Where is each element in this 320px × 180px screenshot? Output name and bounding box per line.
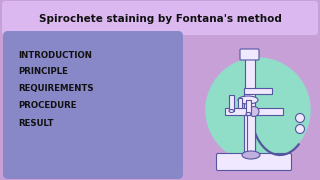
Bar xyxy=(244,90,255,156)
Ellipse shape xyxy=(242,151,260,159)
FancyBboxPatch shape xyxy=(2,1,318,35)
Circle shape xyxy=(295,125,305,134)
Text: PROCEDURE: PROCEDURE xyxy=(18,102,76,111)
Bar xyxy=(238,98,242,108)
Text: RESULT: RESULT xyxy=(18,118,53,127)
Text: REQUIREMENTS: REQUIREMENTS xyxy=(18,84,94,93)
Bar xyxy=(245,57,255,91)
Ellipse shape xyxy=(238,96,258,104)
Bar xyxy=(244,88,272,94)
FancyBboxPatch shape xyxy=(240,49,259,60)
Text: PRINCIPLE: PRINCIPLE xyxy=(18,68,68,76)
FancyBboxPatch shape xyxy=(3,31,183,179)
FancyBboxPatch shape xyxy=(217,154,292,170)
Bar xyxy=(246,100,251,114)
Bar xyxy=(247,115,255,155)
Circle shape xyxy=(206,58,310,162)
Ellipse shape xyxy=(229,109,234,112)
Bar xyxy=(229,95,234,111)
Circle shape xyxy=(295,114,305,123)
Bar xyxy=(225,108,283,115)
Text: INTRODUCTION: INTRODUCTION xyxy=(18,51,92,60)
Ellipse shape xyxy=(246,112,251,116)
Text: Spirochete staining by Fontana's method: Spirochete staining by Fontana's method xyxy=(39,14,281,24)
Circle shape xyxy=(249,107,259,116)
